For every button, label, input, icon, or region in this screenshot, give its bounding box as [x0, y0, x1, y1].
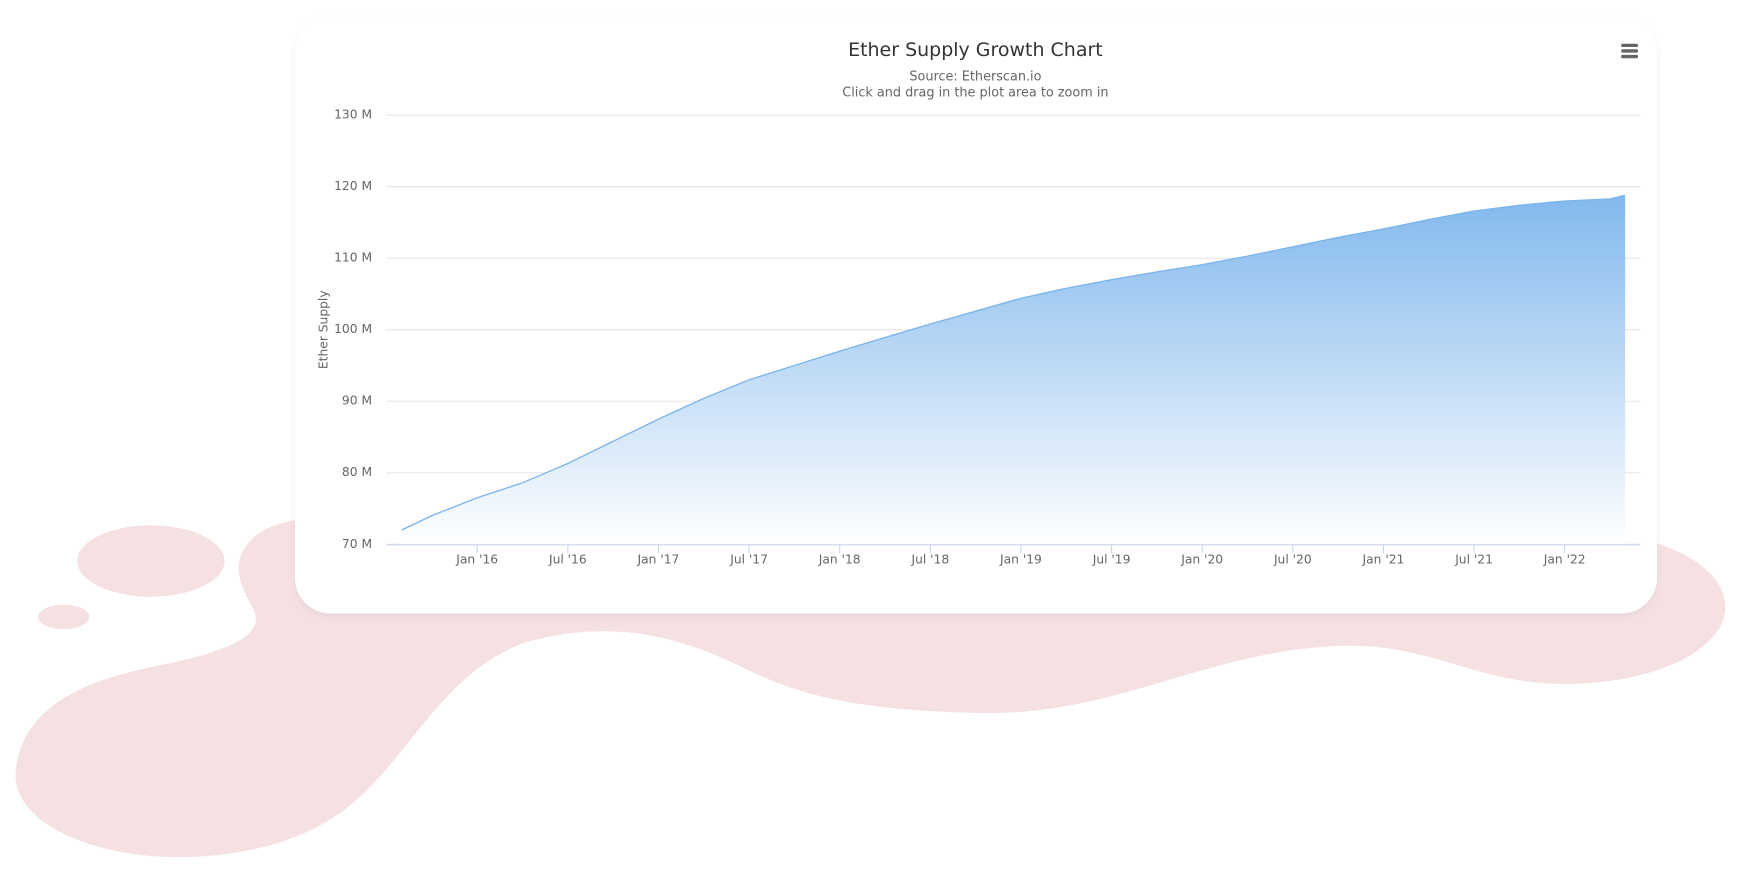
chart-title: Ether Supply Growth Chart: [848, 39, 1103, 61]
x-tick-label: Jan '16: [455, 552, 498, 566]
y-tick-label: 130 M: [334, 108, 372, 122]
blob: [37, 604, 90, 630]
x-tick-label: Jan '17: [637, 552, 680, 566]
menu-bar: [1621, 54, 1638, 59]
y-tick-label: 120 M: [334, 179, 372, 193]
chart-subtitle: Click and drag in the plot area to zoom …: [842, 85, 1108, 100]
menu-button[interactable]: [1615, 37, 1645, 64]
menu-bar: [1621, 43, 1638, 48]
blob: [77, 525, 225, 597]
x-tick-label: Jan '22: [1543, 552, 1586, 566]
x-tick-label: Jan '19: [999, 552, 1042, 566]
x-tick-label: Jul '17: [729, 552, 768, 566]
x-tick-label: Jul '18: [910, 552, 949, 566]
x-tick-label: Jan '20: [1180, 552, 1223, 566]
x-tick-label: Jul '19: [1092, 552, 1131, 566]
x-tick-label: Jul '21: [1454, 552, 1493, 566]
x-tick-label: Jul '16: [548, 552, 587, 566]
y-tick-label: 80 M: [342, 465, 372, 479]
x-tick-label: Jan '21: [1362, 552, 1405, 566]
area-fill: [401, 195, 1626, 545]
y-tick-label: 110 M: [334, 251, 372, 265]
x-tick-label: Jan '18: [818, 552, 861, 566]
chart-subtitle: Source: Etherscan.io: [909, 70, 1041, 85]
y-tick-label: 100 M: [334, 322, 372, 336]
area-line: [401, 194, 1626, 531]
y-tick-label: 90 M: [342, 394, 372, 408]
menu-bar: [1621, 49, 1638, 53]
y-tick-label: 70 M: [342, 537, 372, 551]
x-tick-label: Jul '20: [1273, 552, 1312, 566]
y-axis-label: Ether Supply: [317, 290, 331, 369]
